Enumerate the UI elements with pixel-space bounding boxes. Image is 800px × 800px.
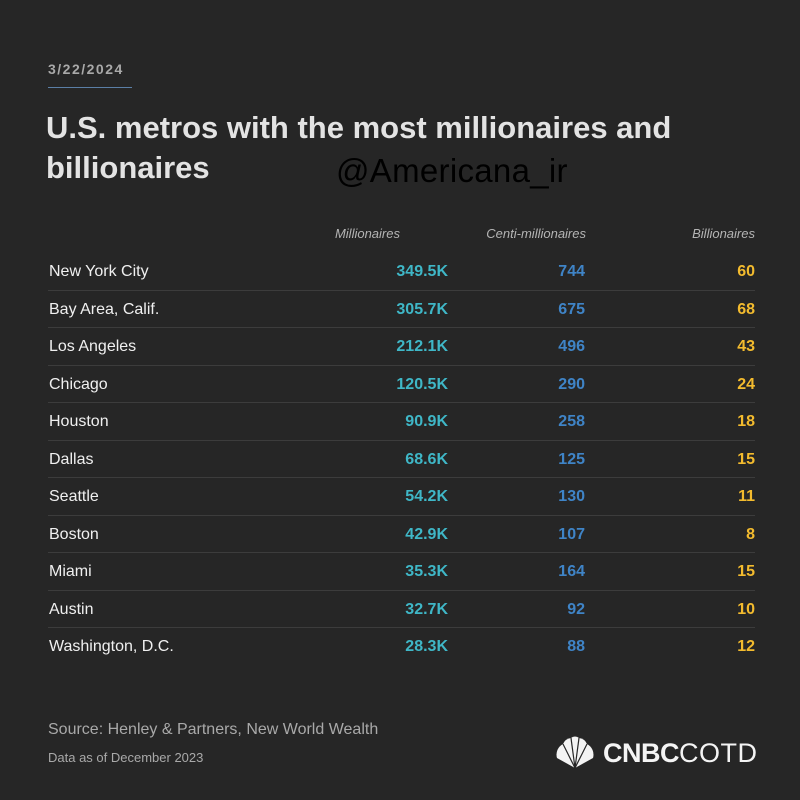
data-date-note: Data as of December 2023 — [48, 750, 204, 765]
metro-name: Los Angeles — [49, 338, 137, 355]
millionaires-value: 212.1K — [396, 338, 448, 355]
millionaires-value: 120.5K — [396, 375, 448, 393]
column-header-millionaires: Millionaires — [334, 226, 400, 241]
column-header-billionaires: Billionaires — [692, 226, 755, 241]
date-label: 3/22/2024 — [48, 61, 124, 77]
table-row: Boston 42.9K 107 8 — [48, 516, 755, 553]
table-row: Chicago 120.5K 290 24 — [48, 366, 755, 403]
millionaires-value: 349.5K — [396, 263, 448, 280]
cnbc-cotd-logo: CNBC COTD — [553, 736, 758, 770]
billionaires-value: 68 — [737, 300, 755, 318]
source-note: Source: Henley & Partners, New World Wea… — [48, 721, 379, 738]
watermark: @Americana_ir — [336, 152, 568, 189]
millionaires-value: 35.3K — [405, 563, 448, 580]
table-row: Miami 35.3K 164 15 — [48, 553, 755, 591]
metro-name: Houston — [49, 413, 109, 430]
centi-millionaires-value: 92 — [567, 600, 585, 618]
table-row: Houston 90.9K 258 18 — [48, 403, 755, 441]
metro-name: Austin — [49, 600, 94, 618]
brand-name-cnbc: CNBC — [603, 737, 680, 768]
date-divider — [48, 87, 132, 88]
metro-name: New York City — [49, 263, 149, 280]
table-row: Dallas 68.6K 125 15 — [48, 441, 755, 478]
centi-millionaires-value: 88 — [567, 638, 585, 655]
metro-name: Bay Area, Calif. — [49, 300, 160, 318]
metro-name: Miami — [49, 563, 92, 580]
brand-name-cotd: COTD — [679, 737, 758, 768]
centi-millionaires-value: 290 — [558, 375, 585, 393]
millionaires-value: 32.7K — [405, 600, 448, 618]
table-row: Bay Area, Calif. 305.7K 675 68 — [48, 291, 755, 328]
millionaires-value: 42.9K — [405, 525, 448, 543]
billionaires-value: 10 — [737, 600, 755, 618]
millionaires-value: 68.6K — [405, 450, 448, 468]
billionaires-value: 24 — [737, 375, 755, 393]
metro-name: Seattle — [49, 488, 99, 505]
millionaires-value: 54.2K — [405, 488, 448, 505]
peacock-icon — [556, 736, 594, 769]
billionaires-value: 15 — [737, 450, 755, 468]
millionaires-value: 28.3K — [405, 638, 448, 655]
millionaires-value: 90.9K — [405, 413, 448, 430]
table-row: Los Angeles 212.1K 496 43 — [48, 328, 755, 366]
table-row: Austin 32.7K 92 10 — [48, 591, 755, 628]
centi-millionaires-value: 744 — [558, 263, 585, 280]
centi-millionaires-value: 164 — [558, 563, 585, 580]
centi-millionaires-value: 496 — [558, 338, 585, 355]
page-title: U.S. metros with the most millionaires a… — [46, 110, 672, 185]
millionaires-value: 305.7K — [396, 300, 448, 318]
centi-millionaires-value: 675 — [558, 300, 585, 318]
billionaires-value: 60 — [737, 263, 755, 280]
metro-name: Washington, D.C. — [49, 638, 174, 655]
metro-name: Dallas — [49, 450, 94, 468]
metro-name: Chicago — [49, 375, 108, 393]
metro-name: Boston — [49, 525, 99, 543]
metro-table: New York City 349.5K 744 60 Bay Area, Calif.… — [48, 253, 755, 666]
billionaires-value: 8 — [746, 525, 755, 543]
billionaires-value: 15 — [737, 563, 755, 580]
billionaires-value: 43 — [737, 338, 755, 355]
table-row: New York City 349.5K 744 60 — [48, 253, 755, 291]
billionaires-value: 11 — [738, 488, 755, 505]
billionaires-value: 18 — [737, 413, 755, 430]
column-header-centi-millionaires: Centi-millionaires — [486, 226, 586, 241]
table-row: Washington, D.C. 28.3K 88 12 — [48, 628, 755, 666]
table-row: Seattle 54.2K 130 11 — [48, 478, 755, 516]
centi-millionaires-value: 130 — [558, 488, 585, 505]
centi-millionaires-value: 258 — [558, 413, 585, 430]
centi-millionaires-value: 125 — [558, 450, 585, 468]
billionaires-value: 12 — [737, 638, 755, 655]
centi-millionaires-value: 107 — [558, 525, 585, 543]
